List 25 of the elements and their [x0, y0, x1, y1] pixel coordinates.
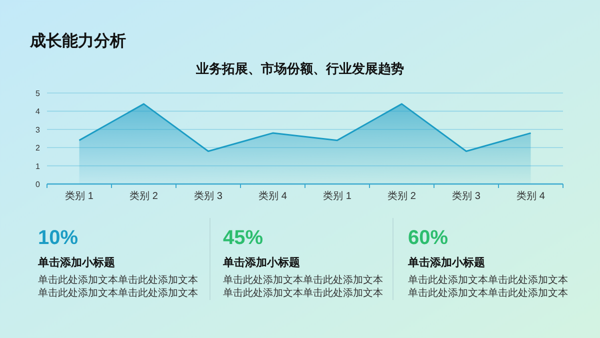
- y-tick-label: 1: [36, 162, 41, 171]
- y-tick-label: 4: [36, 107, 41, 116]
- y-tick-label: 5: [36, 89, 41, 98]
- y-tick-label: 3: [36, 125, 41, 134]
- text: 单击此处添加文本单击此处添加文本单击此处添加文本单击此处添加文本: [223, 274, 383, 299]
- x-tick-label: 类别 2: [388, 190, 416, 202]
- text: 45%: [223, 227, 264, 249]
- x-tick-label: 类别 4: [258, 190, 288, 202]
- text: 单击添加小标题: [407, 256, 485, 269]
- x-tick-label: 类别 4: [516, 190, 546, 202]
- text: 60%: [408, 227, 448, 249]
- x-tick-label: 类别 1: [323, 190, 352, 202]
- y-tick-label: 2: [36, 144, 41, 153]
- x-tick-label: 类别 3: [452, 190, 481, 202]
- x-tick-label: 类别 3: [194, 190, 223, 202]
- text: 单击此处添加文本单击此处添加文本单击此处添加文本单击此处添加文本: [38, 274, 198, 299]
- y-tick-label: 0: [36, 180, 41, 189]
- text: 单击添加小标题: [222, 256, 300, 269]
- text: 单击此处添加文本单击此处添加文本单击此处添加文本单击此处添加文本: [408, 274, 568, 299]
- text: 单击添加小标题: [37, 256, 115, 269]
- chart-title: 成长能力分析: [29, 32, 126, 50]
- chart-subtitle: 业务拓展、市场份额、行业发展趋势: [195, 61, 404, 76]
- x-tick-label: 类别 1: [65, 190, 94, 202]
- x-tick-label: 类别 2: [130, 190, 158, 202]
- text: 10%: [38, 227, 78, 249]
